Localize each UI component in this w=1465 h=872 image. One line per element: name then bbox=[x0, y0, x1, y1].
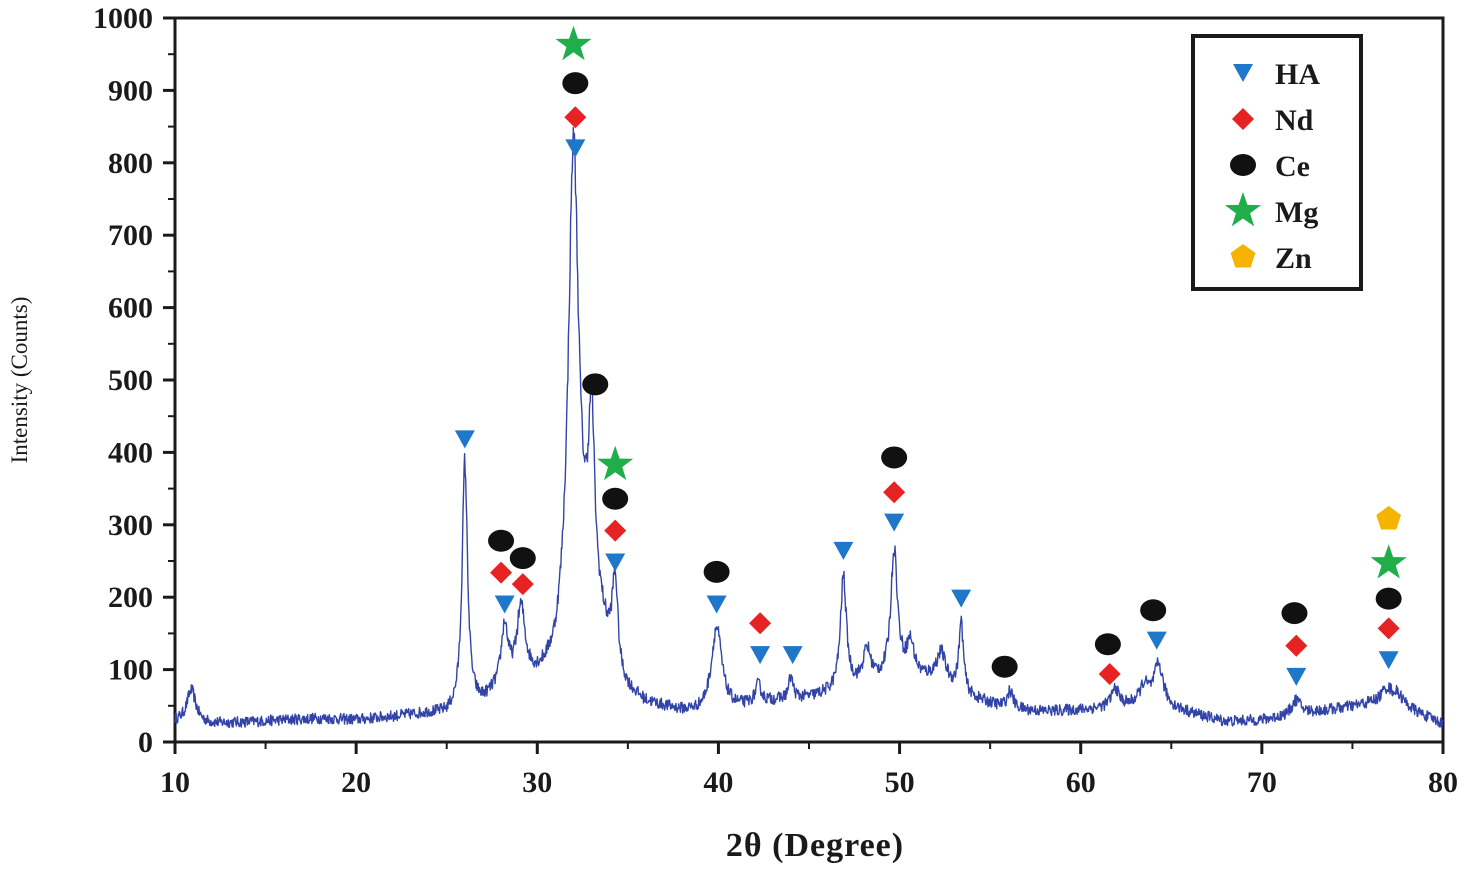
x-tick-label: 80 bbox=[1428, 766, 1458, 799]
peak-marker-ce bbox=[1375, 587, 1402, 610]
legend-zn-icon bbox=[1230, 244, 1256, 268]
y-tick-label: 900 bbox=[108, 74, 153, 107]
pattern-group bbox=[174, 126, 1444, 729]
peak-marker-ha bbox=[1286, 667, 1307, 686]
legend: HA Nd Ce Mg Zn bbox=[1191, 34, 1363, 291]
x-tick-label: 50 bbox=[885, 766, 915, 799]
y-tick-label: 200 bbox=[108, 581, 153, 614]
peak-marker-nd bbox=[1098, 662, 1121, 685]
peak-marker-nd bbox=[749, 612, 772, 635]
legend-ha-icon bbox=[1233, 64, 1253, 82]
x-tick-label: 10 bbox=[160, 766, 190, 799]
legend-ce-icon bbox=[1230, 154, 1256, 176]
phase-markers-group bbox=[454, 25, 1407, 686]
x-axis-title: 2θ (Degree) bbox=[726, 827, 904, 864]
peak-marker-ha bbox=[454, 430, 475, 449]
peak-marker-ha bbox=[782, 646, 803, 665]
y-tick-label: 400 bbox=[108, 436, 153, 469]
y-tick-label: 600 bbox=[108, 292, 153, 325]
peak-marker-ha bbox=[951, 589, 972, 608]
peak-marker-ce bbox=[1281, 602, 1308, 625]
y-tick-label: 0 bbox=[138, 726, 153, 759]
xrd-pattern-line bbox=[174, 126, 1444, 729]
y-tick-label: 300 bbox=[108, 509, 153, 542]
peak-marker-ce bbox=[488, 529, 515, 552]
peak-marker-ce bbox=[881, 446, 908, 469]
axes-group: 0 100 200 300 400 500 600 700 800 900 1000 10 20 30 40… bbox=[93, 2, 1458, 799]
peak-marker-ce bbox=[1094, 633, 1121, 656]
peak-marker-ha bbox=[884, 513, 905, 532]
peak-marker-nd bbox=[564, 106, 587, 129]
peak-marker-nd bbox=[490, 561, 513, 584]
x-tick-label: 30 bbox=[522, 766, 552, 799]
x-tick-label: 70 bbox=[1247, 766, 1277, 799]
legend-label-mg: Mg bbox=[1275, 196, 1318, 229]
peak-marker-nd bbox=[1377, 617, 1400, 640]
peak-marker-ha bbox=[706, 595, 727, 614]
y-tick-label: 500 bbox=[108, 364, 153, 397]
peak-marker-ce bbox=[509, 547, 536, 570]
legend-label-ha: HA bbox=[1275, 58, 1320, 91]
peak-marker-ha bbox=[494, 595, 515, 614]
peak-marker-ha bbox=[565, 139, 586, 158]
peak-marker-ce bbox=[582, 373, 609, 396]
peak-marker-ce bbox=[1140, 599, 1167, 622]
peak-marker-ce bbox=[602, 487, 629, 510]
y-tick-label: 1000 bbox=[93, 2, 153, 35]
peak-marker-mg bbox=[1370, 544, 1407, 579]
legend-box bbox=[1191, 34, 1363, 291]
x-tick-label: 20 bbox=[341, 766, 371, 799]
legend-label-nd: Nd bbox=[1275, 104, 1314, 137]
peak-marker-ce bbox=[991, 655, 1018, 678]
peak-marker-mg bbox=[597, 445, 634, 481]
y-tick-label: 800 bbox=[108, 147, 153, 180]
y-axis-title: Intensity (Counts) bbox=[7, 297, 32, 464]
legend-label-zn: Zn bbox=[1275, 242, 1312, 275]
peak-marker-ha bbox=[750, 646, 771, 665]
y-tick-label: 700 bbox=[108, 219, 153, 252]
legend-mg-icon bbox=[1224, 192, 1262, 227]
peak-marker-nd bbox=[1285, 634, 1308, 657]
peak-marker-nd bbox=[883, 481, 906, 504]
peak-marker-ce bbox=[562, 72, 589, 95]
x-tick-label: 40 bbox=[703, 766, 733, 799]
y-tick-label: 100 bbox=[108, 654, 153, 687]
peak-marker-nd bbox=[604, 519, 627, 542]
peak-marker-ha bbox=[833, 541, 854, 560]
legend-nd-icon bbox=[1232, 108, 1254, 130]
peak-marker-zn bbox=[1376, 506, 1401, 530]
legend-label-ce: Ce bbox=[1275, 150, 1310, 183]
peak-marker-ha bbox=[1146, 631, 1167, 650]
x-tick-label: 60 bbox=[1066, 766, 1096, 799]
peak-marker-ha bbox=[605, 553, 626, 572]
peak-marker-ce bbox=[703, 560, 730, 583]
peak-marker-ha bbox=[1378, 651, 1399, 670]
peak-marker-nd bbox=[511, 573, 534, 596]
peak-marker-mg bbox=[555, 25, 592, 61]
